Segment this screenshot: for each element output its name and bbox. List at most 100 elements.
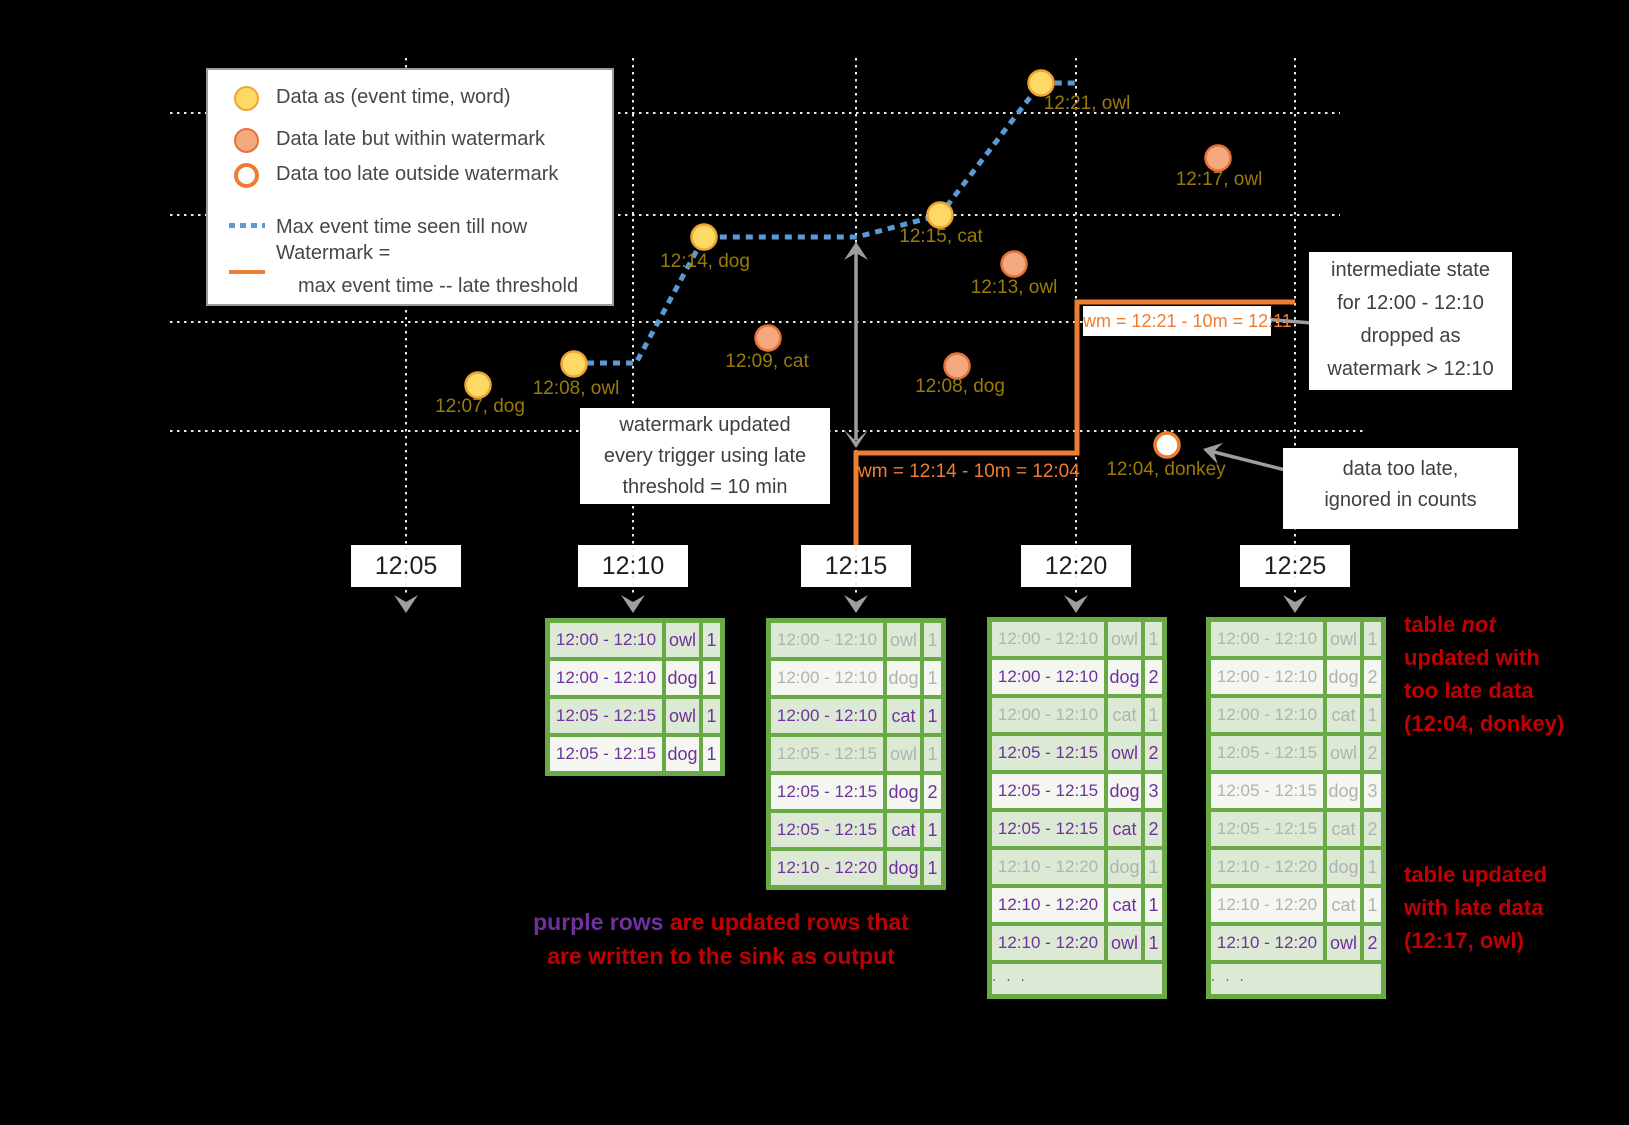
on-time-point-icon — [234, 86, 259, 111]
too-late-point-icon — [234, 163, 259, 188]
table-cell-word: owl — [1327, 622, 1360, 656]
table-cell-word: dog — [1327, 774, 1360, 808]
not-updated-line3: too late data — [1404, 678, 1534, 703]
callout-line: watermark updated — [619, 414, 791, 436]
callout-line: dropped as — [1360, 325, 1461, 347]
updated-late-note: table updated with late data (12:17, owl… — [1404, 858, 1547, 957]
table-cell-word: cat — [1108, 812, 1141, 846]
table-cell-word: dog — [1108, 774, 1141, 808]
table-cell-window: 12:00 - 12:10 — [1211, 660, 1323, 694]
table-cell-window: 12:05 - 12:15 — [771, 737, 883, 771]
table-cell-word: owl — [887, 737, 920, 771]
table-cell-word: dog — [1327, 660, 1360, 694]
late-point-icon — [234, 128, 259, 153]
table-cell-window: 12:05 - 12:15 — [1211, 774, 1323, 808]
trigger-time-label: 12:20 — [1044, 552, 1108, 580]
table-cell-count: 2 — [1145, 812, 1162, 846]
trigger-time-label: 12:10 — [601, 552, 665, 580]
callout-line: ignored in counts — [1324, 489, 1477, 511]
callout-line: for 12:00 - 12:10 — [1337, 292, 1484, 314]
data-point-label: 12:09, cat — [725, 351, 809, 372]
table-ellipsis-row: . . . — [1211, 964, 1381, 994]
intermediate-state-callout: intermediate state for 12:00 - 12:10 dro… — [1309, 252, 1512, 390]
purple-rows-note-line2: are written to the sink as output — [547, 943, 895, 969]
table-cell-window: 12:10 - 12:20 — [992, 926, 1104, 960]
table-cell-count: 1 — [1145, 698, 1162, 732]
table-cell-window: 12:05 - 12:15 — [771, 813, 883, 847]
table-cell-count: 1 — [924, 851, 941, 885]
point-12-08-owl — [560, 350, 588, 378]
table-cell-word: dog — [1108, 850, 1141, 884]
table-ellipsis-row: . . . — [992, 964, 1162, 994]
watermark-line-icon — [229, 270, 265, 274]
table-cell-window: 12:00 - 12:10 — [771, 623, 883, 657]
table-cell-count: 1 — [924, 661, 941, 695]
table-cell-window: 12:05 - 12:15 — [1211, 736, 1323, 770]
table-cell-word: cat — [1108, 888, 1141, 922]
not-updated-line4: (12:04, donkey) — [1404, 711, 1565, 736]
table-cell-count: 1 — [1145, 850, 1162, 884]
legend-item-label: Max event time seen till now — [276, 216, 528, 238]
table-cell-word: owl — [1327, 926, 1360, 960]
trigger-arrowhead-12-25 — [1283, 595, 1307, 613]
legend-item-label: max event time -- late threshold — [298, 275, 579, 297]
table-cell-word: cat — [1327, 812, 1360, 846]
arrowhead-up — [844, 242, 868, 260]
table-cell-window: 12:00 - 12:10 — [992, 660, 1104, 694]
table-cell-count: 1 — [924, 623, 941, 657]
table-cell-count: 1 — [924, 813, 941, 847]
table-cell-window: 12:05 - 12:15 — [771, 775, 883, 809]
result-table-12-10: 12:00 - 12:10 owl 1 12:00 - 12:10 dog 1 12:05 … — [545, 618, 725, 776]
table-cell-word: cat — [887, 699, 920, 733]
table-cell-word: dog — [1108, 660, 1141, 694]
table-cell-count: 1 — [924, 737, 941, 771]
point-12-13-owl — [1000, 250, 1028, 278]
watermark-line — [853, 299, 1295, 545]
table-row: 12:00 - 12:10 dog 2 — [1211, 660, 1381, 694]
watermark-value-label: wm = 12:21 - 10m = 12:11 — [1083, 306, 1292, 336]
table-cell-count: 2 — [924, 775, 941, 809]
table-cell-word: owl — [1108, 926, 1141, 960]
not-updated-plain: table — [1404, 612, 1462, 637]
table-cell-word: dog — [887, 661, 920, 695]
data-point-label: 12:13, owl — [970, 277, 1058, 298]
table-cell-count: 1 — [1145, 888, 1162, 922]
table-cell-word: dog — [887, 851, 920, 885]
table-row: 12:10 - 12:20 dog 1 — [992, 850, 1162, 884]
table-row: 12:10 - 12:20 owl 2 — [1211, 926, 1381, 960]
table-cell-window: 12:00 - 12:10 — [771, 699, 883, 733]
legend-item-label: Data too late outside watermark — [276, 163, 559, 185]
table-cell-window: 12:00 - 12:10 — [992, 698, 1104, 732]
table-cell-count: 1 — [703, 699, 720, 733]
table-cell-window: 12:00 - 12:10 — [1211, 622, 1323, 656]
table-cell-count: 2 — [1145, 736, 1162, 770]
table-cell-count: 1 — [1364, 698, 1381, 732]
table-cell-word: owl — [1108, 622, 1141, 656]
legend: Data as (event time, word) Data late but… — [206, 68, 614, 306]
table-cell-word: cat — [1327, 888, 1360, 922]
table-row: 12:10 - 12:20 cat 1 — [992, 888, 1162, 922]
table-row: 12:05 - 12:15 cat 2 — [992, 812, 1162, 846]
table-row: 12:05 - 12:15 dog 3 — [992, 774, 1162, 808]
trigger-arrowhead-12-20 — [1064, 595, 1088, 613]
purple-rows-note: purple rows are updated rows that are wr… — [430, 905, 1012, 973]
point-12-07-dog — [464, 371, 492, 399]
max-event-time-line-icon — [229, 223, 265, 228]
table-row: 12:05 - 12:15 dog 2 — [771, 775, 941, 809]
table-cell-window: 12:05 - 12:15 — [992, 812, 1104, 846]
table-cell-word: dog — [666, 737, 699, 771]
table-cell-count: 1 — [1145, 622, 1162, 656]
table-row: 12:10 - 12:20 dog 1 — [1211, 850, 1381, 884]
watermark-updated-callout: watermark updated every trigger using la… — [580, 408, 830, 504]
table-cell-window: 12:05 - 12:15 — [550, 737, 662, 771]
legend-item-label: Data late but within watermark — [276, 128, 546, 150]
legend-item-label: Data as (event time, word) — [276, 86, 511, 108]
not-updated-line2: updated with — [1404, 645, 1540, 670]
table-cell-window: 12:05 - 12:15 — [992, 774, 1104, 808]
not-updated-italic: not — [1461, 612, 1496, 637]
table-cell-window: 12:05 - 12:15 — [992, 736, 1104, 770]
point-12-15-cat — [926, 201, 954, 229]
table-cell-window: 12:00 - 12:10 — [992, 622, 1104, 656]
trigger-time-label: 12:25 — [1263, 552, 1327, 580]
table-cell-count: 2 — [1364, 660, 1381, 694]
